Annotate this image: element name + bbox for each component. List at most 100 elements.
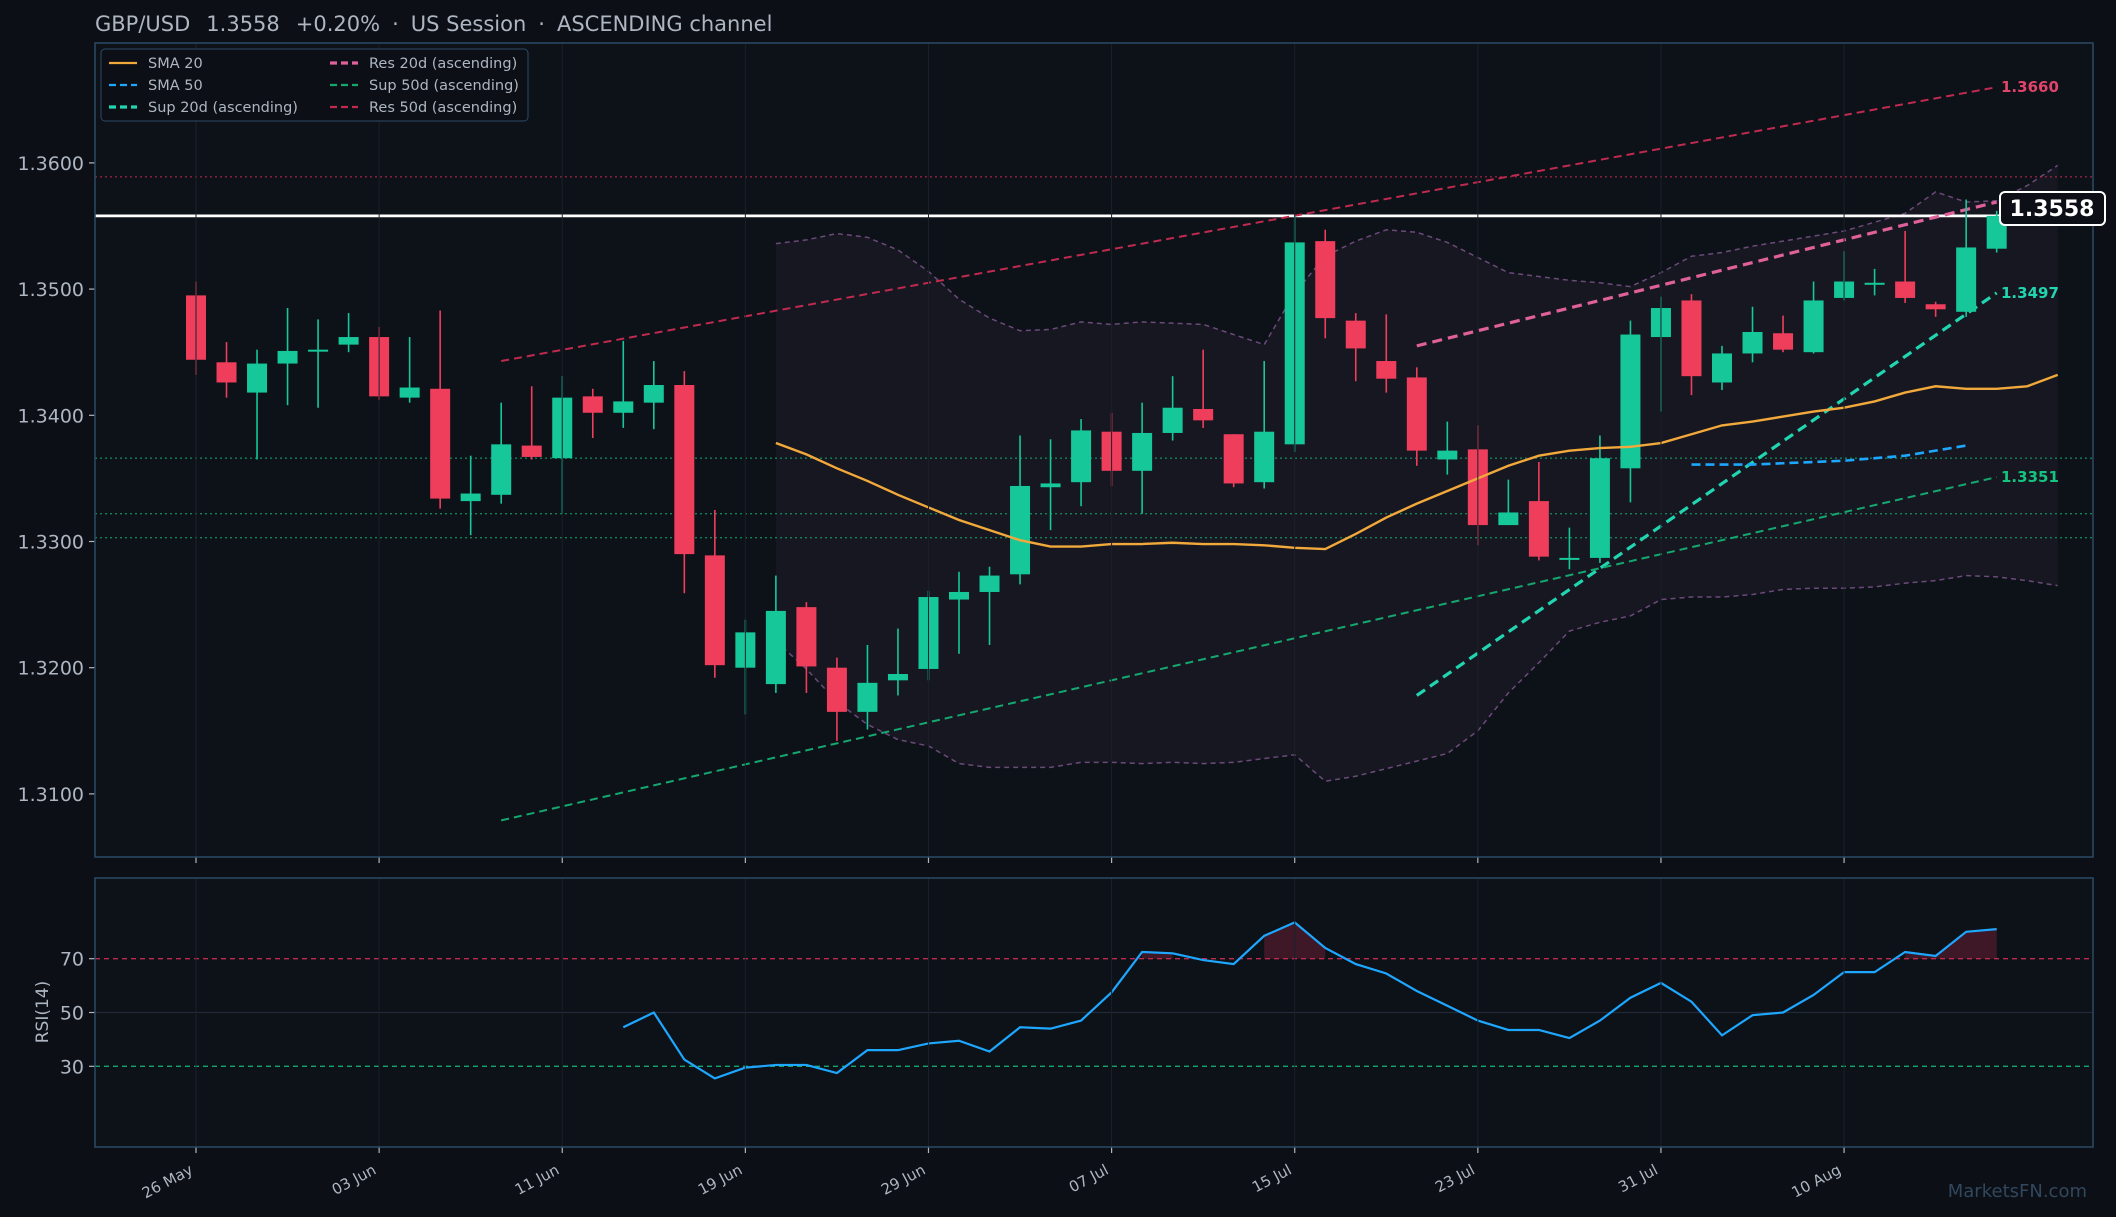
candle-body — [1193, 408, 1214, 421]
candle-body — [949, 591, 969, 600]
candle-body — [1864, 282, 1885, 285]
candle — [1589, 435, 1610, 563]
candle-body — [521, 445, 542, 457]
candle — [582, 388, 603, 439]
candle-body — [1406, 377, 1427, 451]
candle — [1895, 231, 1916, 303]
rsi-y-tick-label: 70 — [60, 949, 84, 971]
candle-body — [765, 610, 786, 685]
y-tick-label: 1.3300 — [18, 531, 84, 553]
candle — [1742, 306, 1763, 363]
candle — [1956, 199, 1977, 317]
candle — [1132, 402, 1153, 514]
rsi-line — [622, 921, 1997, 1080]
candle-body — [1803, 300, 1824, 353]
candle-body — [430, 388, 451, 499]
legend-label: SMA 20 — [148, 56, 203, 72]
legend-label: Res 20d (ascending) — [369, 56, 517, 72]
candle — [1712, 345, 1732, 391]
last-price-badge: 1.3558 — [1999, 191, 2106, 226]
candle-body — [674, 385, 695, 555]
trend-line-1 — [1415, 291, 1998, 697]
candle — [949, 571, 969, 654]
candle — [1193, 349, 1214, 428]
candle — [1376, 314, 1397, 393]
candle — [643, 361, 664, 430]
candle-body — [1589, 458, 1610, 558]
y-tick-label: 1.3100 — [18, 784, 84, 806]
rsi-levels — [95, 958, 2093, 1068]
candle — [277, 308, 298, 406]
candle-body — [857, 682, 878, 712]
candle-body — [308, 349, 329, 352]
candle-body — [1895, 281, 1916, 298]
candle — [1071, 419, 1092, 507]
candle — [1498, 479, 1519, 526]
candle-body — [1528, 501, 1549, 557]
candle-body — [1956, 247, 1977, 312]
candle — [1773, 315, 1794, 353]
candle-body — [1620, 334, 1641, 469]
candle — [796, 602, 817, 693]
rsi-axis: 30 50 70 — [60, 949, 95, 1078]
candle-body — [1925, 304, 1946, 310]
candle-body — [887, 674, 908, 681]
candle-body — [613, 401, 634, 413]
bollinger-fill — [775, 165, 2058, 782]
candle-body — [704, 555, 725, 666]
legend-label: Res 50d (ascending) — [369, 100, 517, 116]
candle — [1254, 361, 1275, 489]
candle — [1010, 435, 1031, 585]
candle — [1162, 376, 1183, 441]
legend-label: Sup 20d (ascending) — [148, 100, 298, 116]
candle — [216, 342, 237, 398]
last-price-badge-text: 1.3558 — [2010, 197, 2095, 222]
candle — [1345, 313, 1366, 382]
rsi-series-line — [622, 921, 1997, 1080]
candle-body — [460, 493, 481, 502]
y-tick-label: 1.3200 — [18, 658, 84, 680]
candle — [765, 575, 786, 693]
candle-body — [1040, 483, 1061, 488]
candle — [338, 313, 359, 353]
last-price-badge-box — [1999, 191, 2106, 226]
candle-body — [491, 444, 512, 495]
candle-body — [247, 363, 268, 393]
trend-line-0 — [1416, 200, 1998, 348]
candle — [399, 337, 420, 403]
rsi-axis-title: RSI(14) — [33, 981, 53, 1044]
candle-body — [1162, 407, 1183, 433]
candle — [308, 319, 329, 408]
candle-body — [643, 385, 664, 403]
candle-body — [1376, 361, 1397, 379]
candle-body — [1559, 557, 1580, 560]
candle-body — [1498, 512, 1519, 526]
trend-line-3 — [501, 86, 1997, 363]
candle-body — [979, 575, 1000, 592]
candle — [979, 566, 1000, 645]
candle-body — [1010, 485, 1031, 575]
legend-box — [100, 48, 529, 122]
candle — [826, 657, 847, 741]
candle — [613, 340, 634, 428]
candle — [491, 402, 512, 504]
candle-body — [1712, 353, 1732, 383]
chart-title: GBP/USD 1.3558 +0.20% · US Session · ASCENDING… — [95, 12, 772, 36]
candle — [460, 455, 481, 536]
rsi-y-tick-label: 30 — [60, 1056, 84, 1078]
candle-body — [1345, 320, 1366, 349]
candle-body — [582, 396, 603, 413]
trend-line-2 — [500, 476, 1997, 822]
y-tick-label: 1.3500 — [18, 279, 84, 301]
chart-legend: SMA 20 SMA 50 Sup 20d (ascending) Res 20d (… — [100, 48, 529, 122]
level-label: 1.3351 — [2001, 468, 2059, 486]
candle — [1620, 320, 1641, 503]
candle-body — [826, 667, 847, 712]
level-label: 1.3660 — [2001, 78, 2059, 96]
candle — [674, 371, 695, 594]
candle-body — [796, 607, 817, 667]
candle-body — [338, 337, 359, 345]
candle — [1040, 439, 1061, 531]
